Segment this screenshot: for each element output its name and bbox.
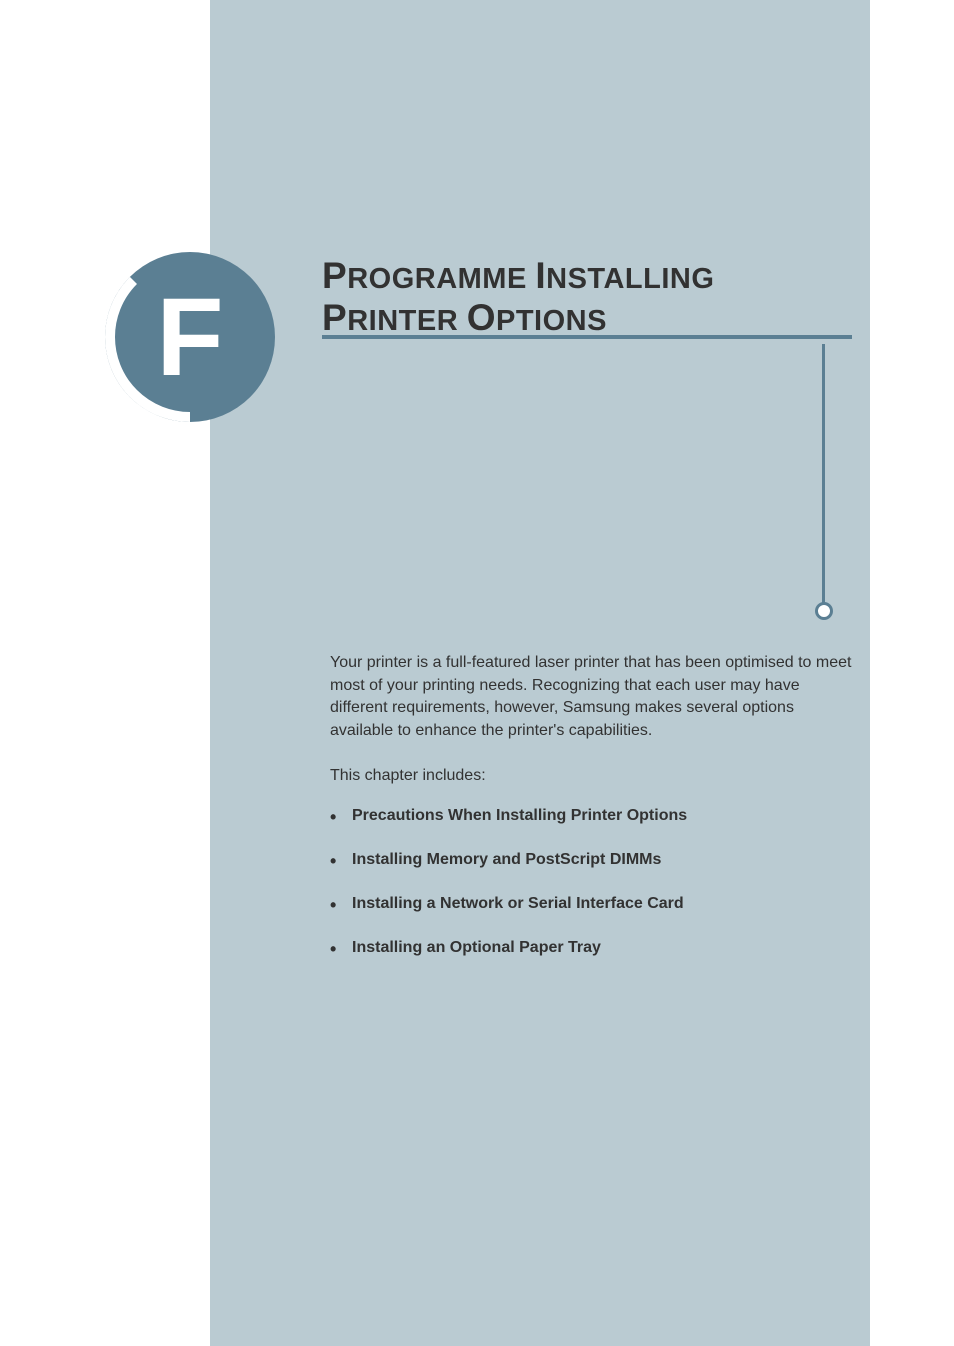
toc-item[interactable]: Installing an Optional Paper Tray <box>330 939 860 957</box>
t2-cap1: P <box>322 297 347 338</box>
intro-paragraph: Your printer is a full-featured laser pr… <box>330 652 860 743</box>
includes-line: This chapter includes: <box>330 767 860 785</box>
chapter-title-line1: PROGRAMME INSTALLING <box>322 255 852 297</box>
t2-cap2: O <box>467 297 496 338</box>
t1-cap2: I <box>535 255 546 296</box>
decor-vertical-line <box>822 344 825 614</box>
chapter-title-line2: PRINTER OPTIONS <box>322 297 852 339</box>
title-underline <box>322 335 852 339</box>
decor-dot <box>815 602 833 620</box>
t2-sp <box>458 305 467 337</box>
page: F PROGRAMME INSTALLING PRINTER OPTIONS Y… <box>0 0 954 1346</box>
toc-list: Precautions When Installing Printer Opti… <box>330 807 860 957</box>
chapter-title: PROGRAMME INSTALLING PRINTER OPTIONS <box>322 255 852 339</box>
t2-rest2: PTIONS <box>496 305 607 337</box>
toc-item[interactable]: Installing a Network or Serial Interface… <box>330 895 860 913</box>
t1-rest2: NSTALLING <box>546 263 714 295</box>
t1-rest1: ROGRAMME <box>347 263 527 295</box>
t2-rest1: RINTER <box>347 305 458 337</box>
body-content: Your printer is a full-featured laser pr… <box>330 652 860 983</box>
toc-item[interactable]: Precautions When Installing Printer Opti… <box>330 807 860 825</box>
toc-item[interactable]: Installing Memory and PostScript DIMMs <box>330 851 860 869</box>
t1-cap1: P <box>322 255 347 296</box>
